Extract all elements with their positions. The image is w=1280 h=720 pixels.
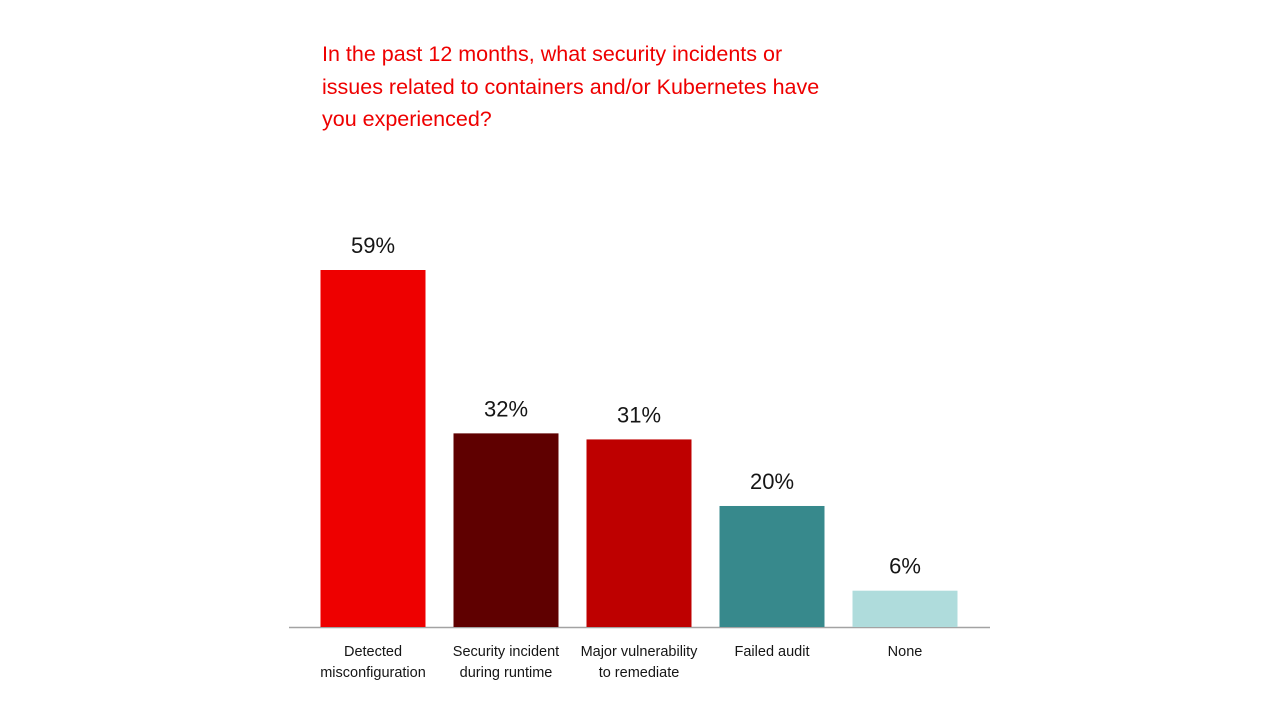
- bar-0: [320, 270, 426, 627]
- bar-3: [719, 505, 825, 627]
- category-label-line: Major vulnerability: [581, 644, 699, 660]
- data-label-0: 59%: [351, 233, 395, 258]
- category-label-line: to remediate: [599, 665, 680, 681]
- data-label-2: 31%: [617, 402, 661, 427]
- data-label-1: 32%: [484, 396, 528, 421]
- bar-1: [453, 433, 559, 627]
- data-label-3: 20%: [750, 469, 794, 494]
- bar-4: [852, 590, 958, 627]
- category-label-line: Failed audit: [735, 644, 810, 660]
- chart-title: In the past 12 months, what security inc…: [322, 42, 820, 131]
- data-label-4: 6%: [889, 554, 921, 579]
- bar-2: [586, 439, 692, 627]
- category-label-line: during runtime: [460, 665, 553, 681]
- category-label-line: None: [888, 644, 923, 660]
- category-label-line: Security incident: [453, 644, 559, 660]
- category-label-1: Security incident during runtime: [453, 644, 559, 681]
- category-label-3: Failed audit: [735, 644, 810, 660]
- category-label-line: misconfiguration: [320, 665, 426, 681]
- category-label-4: None: [888, 644, 923, 660]
- category-label-line: Detected: [344, 644, 402, 660]
- category-label-0: Detected misconfiguration: [320, 644, 426, 681]
- category-label-2: Major vulnerability to remediate: [581, 644, 699, 681]
